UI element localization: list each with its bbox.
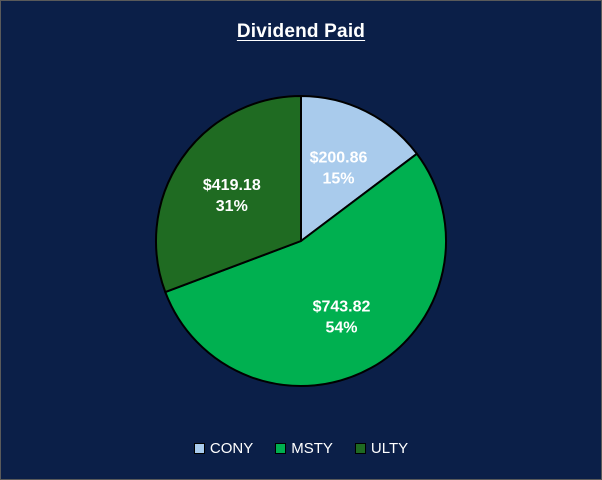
legend-swatch-cony — [193, 443, 205, 454]
slice-percent-label-cony: 15% — [322, 171, 354, 188]
legend-item-cony: CONY — [193, 440, 254, 457]
legend-label-msty: MSTY — [291, 440, 333, 457]
legend-swatch-msty — [275, 443, 287, 454]
pie-slice-cony — [300, 95, 418, 242]
legend-item-ulty: ULTY — [354, 440, 409, 457]
legend-label-ulty: ULTY — [370, 440, 409, 457]
pie-slice-msty — [164, 152, 447, 387]
slice-percent-label-msty: 54% — [325, 320, 357, 337]
slice-value-label-ulty: $419.18 — [203, 177, 261, 194]
pie-slice-ulty — [155, 95, 302, 294]
chart-title: Dividend Paid — [236, 21, 366, 42]
legend-item-msty: MSTY — [275, 440, 333, 457]
slice-value-label-cony: $200.86 — [310, 150, 368, 167]
legend-label-cony: CONY — [209, 440, 254, 457]
legend: CONY MSTY ULTY — [1, 440, 601, 457]
slice-percent-label-ulty: 31% — [216, 198, 248, 215]
slice-value-label-msty: $743.82 — [313, 299, 371, 316]
legend-swatch-ulty — [354, 443, 366, 454]
